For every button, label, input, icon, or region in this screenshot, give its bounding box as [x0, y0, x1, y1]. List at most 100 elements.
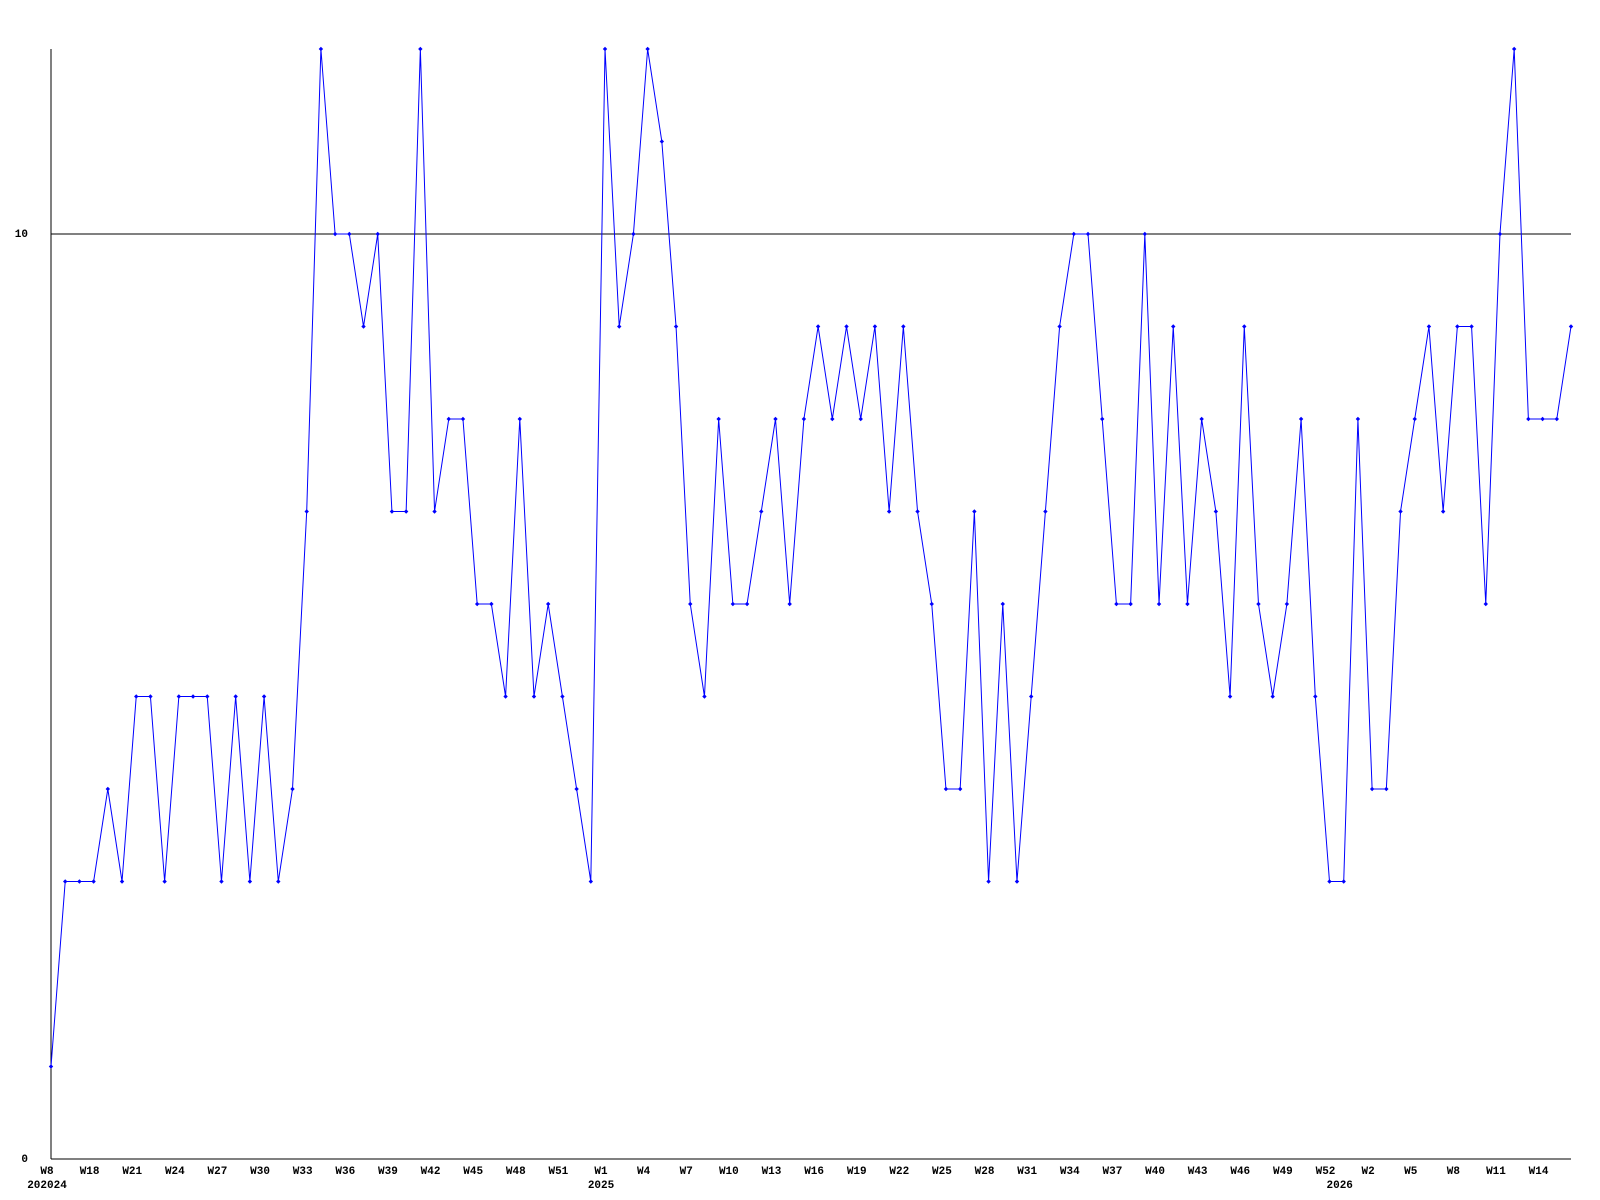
data-point [503, 694, 508, 699]
data-point [318, 46, 324, 52]
data-point [1043, 509, 1048, 514]
x-tick-label: W37 [1103, 1166, 1123, 1178]
data-point [91, 879, 96, 884]
data-point [915, 509, 920, 514]
x-tick-label: W22 [889, 1166, 909, 1178]
data-point [361, 324, 366, 329]
data-point [134, 694, 139, 699]
data-point [1028, 694, 1034, 699]
y-tick-label: 0 [21, 1154, 28, 1166]
data-point [744, 601, 750, 607]
x-tick-label: W2 [1362, 1166, 1375, 1178]
x-tick-label: W14 [1529, 1166, 1549, 1178]
data-point [233, 694, 238, 699]
x-tick-label: W49 [1273, 1166, 1293, 1178]
data-point [560, 694, 565, 699]
data-point [1298, 416, 1304, 422]
data-point [688, 601, 693, 607]
x-tick-label: W11 [1486, 1166, 1506, 1178]
data-point [1085, 231, 1091, 237]
data-point [1256, 601, 1261, 607]
data-point [1128, 601, 1133, 607]
data-point [972, 509, 977, 514]
data-point [403, 509, 409, 514]
x-tick-label: W34 [1060, 1166, 1080, 1178]
x-tick-label: W45 [463, 1166, 483, 1178]
x-tick-label: W39 [378, 1166, 398, 1178]
data-point [489, 601, 494, 607]
data-point [844, 324, 849, 329]
data-point [1554, 416, 1559, 422]
x-tick-label: W43 [1188, 1166, 1208, 1178]
data-point [716, 416, 721, 422]
data-point [1171, 324, 1176, 329]
data-point [901, 324, 906, 329]
data-point [1455, 324, 1460, 329]
data-point [304, 509, 309, 514]
data-point [801, 416, 807, 422]
data-point [162, 879, 167, 884]
data-point [858, 416, 863, 422]
data-point [176, 694, 182, 699]
data-point [1227, 694, 1233, 699]
data-point [276, 879, 281, 884]
data-point [1511, 46, 1517, 52]
data-point [1327, 879, 1332, 884]
data-point [1369, 786, 1375, 792]
data-point [517, 416, 522, 422]
data-point [205, 694, 210, 699]
data-point [702, 694, 707, 699]
x-tick-label: W31 [1017, 1166, 1037, 1178]
x-tick-label: W5 [1404, 1166, 1418, 1178]
data-point [375, 231, 380, 237]
x-tick-label: W48 [506, 1166, 526, 1178]
data-point [347, 231, 352, 237]
data-point [787, 601, 792, 607]
data-point [1142, 231, 1148, 237]
x-tick-label: W42 [421, 1166, 441, 1178]
data-point [1313, 694, 1318, 699]
data-point [1071, 231, 1077, 237]
x-tick-label: W8 [1447, 1166, 1461, 1178]
data-point [943, 786, 949, 792]
data-point [659, 139, 665, 144]
data-point [1526, 416, 1531, 422]
x-tick-label: W8 [40, 1166, 54, 1178]
data-point [1426, 324, 1432, 329]
data-point [63, 879, 68, 884]
data-point [219, 879, 224, 884]
x-group-label: 202024 [27, 1180, 67, 1192]
x-tick-label: W25 [932, 1166, 952, 1178]
data-point [1213, 509, 1219, 514]
data-point [773, 416, 778, 422]
x-tick-label: W40 [1145, 1166, 1165, 1178]
data-point [957, 786, 963, 792]
data-point [645, 46, 650, 52]
x-tick-label: W36 [335, 1166, 355, 1178]
x-tick-label: W28 [975, 1166, 995, 1178]
x-tick-label: W10 [719, 1166, 739, 1178]
data-point [1100, 416, 1105, 422]
data-point [886, 509, 892, 514]
data-point [1469, 324, 1474, 329]
data-point [1398, 509, 1403, 514]
x-tick-label: W33 [293, 1166, 313, 1178]
data-point [119, 879, 125, 884]
data-point [545, 601, 551, 607]
data-point [574, 786, 579, 792]
data-point [460, 416, 466, 422]
data-point [261, 694, 267, 699]
data-point [830, 416, 835, 422]
data-point [872, 324, 878, 329]
data-point [1568, 324, 1574, 329]
data-point [986, 879, 991, 884]
x-tick-label: W18 [80, 1166, 100, 1178]
x-tick-label: W27 [208, 1166, 228, 1178]
x-tick-label: W13 [762, 1166, 782, 1178]
data-line [50, 48, 1572, 1067]
x-group-label: 2025 [588, 1180, 615, 1192]
data-point [474, 601, 480, 607]
data-point [247, 879, 253, 884]
data-point [1199, 416, 1204, 422]
